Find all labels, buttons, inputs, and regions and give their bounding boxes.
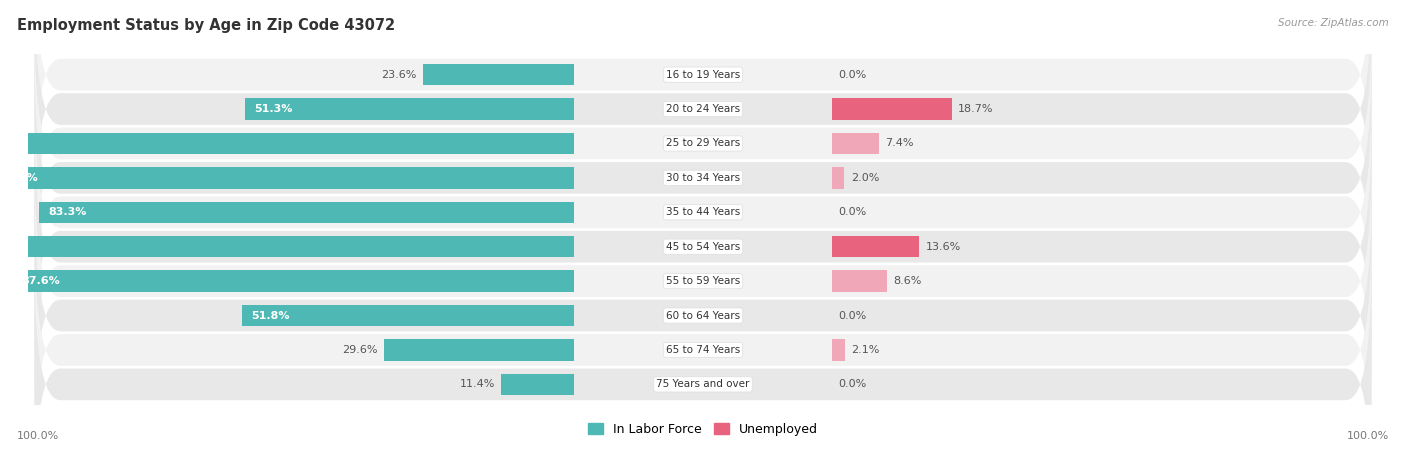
Legend: In Labor Force, Unemployed: In Labor Force, Unemployed: [583, 418, 823, 441]
Text: 51.8%: 51.8%: [252, 310, 290, 320]
Text: 7.4%: 7.4%: [886, 139, 914, 148]
Text: 0.0%: 0.0%: [838, 310, 866, 320]
Text: 2.0%: 2.0%: [851, 173, 879, 183]
Text: 60 to 64 Years: 60 to 64 Years: [666, 310, 740, 320]
Bar: [0, 133, 575, 154]
Text: 0.0%: 0.0%: [838, 379, 866, 389]
Text: 18.7%: 18.7%: [957, 104, 994, 114]
Bar: [245, 99, 575, 120]
Text: 100.0%: 100.0%: [1347, 431, 1389, 441]
FancyBboxPatch shape: [35, 0, 1371, 231]
Text: 0.0%: 0.0%: [838, 70, 866, 80]
Text: 75 Years and over: 75 Years and over: [657, 379, 749, 389]
Text: 93.0%: 93.0%: [0, 242, 25, 252]
Bar: [39, 202, 575, 223]
Text: 13.6%: 13.6%: [925, 242, 960, 252]
Bar: [831, 270, 887, 292]
FancyBboxPatch shape: [35, 90, 1371, 334]
Bar: [831, 133, 879, 154]
FancyBboxPatch shape: [35, 0, 1371, 197]
Bar: [0, 167, 575, 189]
Text: 100.0%: 100.0%: [17, 431, 59, 441]
Text: 45 to 54 Years: 45 to 54 Years: [666, 242, 740, 252]
FancyBboxPatch shape: [35, 194, 1371, 437]
Text: 65 to 74 Years: 65 to 74 Years: [666, 345, 740, 355]
FancyBboxPatch shape: [35, 125, 1371, 369]
Bar: [501, 374, 575, 395]
Bar: [11, 270, 575, 292]
Bar: [831, 99, 952, 120]
FancyBboxPatch shape: [35, 228, 1371, 450]
Bar: [831, 339, 845, 360]
FancyBboxPatch shape: [35, 56, 1371, 300]
Text: 35 to 44 Years: 35 to 44 Years: [666, 207, 740, 217]
Text: 11.4%: 11.4%: [460, 379, 495, 389]
FancyBboxPatch shape: [35, 22, 1371, 266]
Text: 23.6%: 23.6%: [381, 70, 416, 80]
Text: 8.6%: 8.6%: [893, 276, 921, 286]
Text: 90.9%: 90.9%: [0, 173, 38, 183]
Text: 0.0%: 0.0%: [838, 207, 866, 217]
Bar: [384, 339, 575, 360]
Text: Employment Status by Age in Zip Code 43072: Employment Status by Age in Zip Code 430…: [17, 18, 395, 33]
Text: 20 to 24 Years: 20 to 24 Years: [666, 104, 740, 114]
Text: 51.3%: 51.3%: [254, 104, 292, 114]
Text: Source: ZipAtlas.com: Source: ZipAtlas.com: [1278, 18, 1389, 28]
Text: 30 to 34 Years: 30 to 34 Years: [666, 173, 740, 183]
Bar: [0, 236, 575, 257]
Text: 2.1%: 2.1%: [852, 345, 880, 355]
Text: 29.6%: 29.6%: [342, 345, 378, 355]
Bar: [423, 64, 575, 86]
Text: 16 to 19 Years: 16 to 19 Years: [666, 70, 740, 80]
Bar: [831, 236, 920, 257]
Bar: [831, 167, 845, 189]
Bar: [242, 305, 575, 326]
Text: 25 to 29 Years: 25 to 29 Years: [666, 139, 740, 148]
Text: 87.6%: 87.6%: [21, 276, 60, 286]
FancyBboxPatch shape: [35, 262, 1371, 450]
Text: 55 to 59 Years: 55 to 59 Years: [666, 276, 740, 286]
Text: 83.3%: 83.3%: [49, 207, 87, 217]
FancyBboxPatch shape: [35, 159, 1371, 403]
